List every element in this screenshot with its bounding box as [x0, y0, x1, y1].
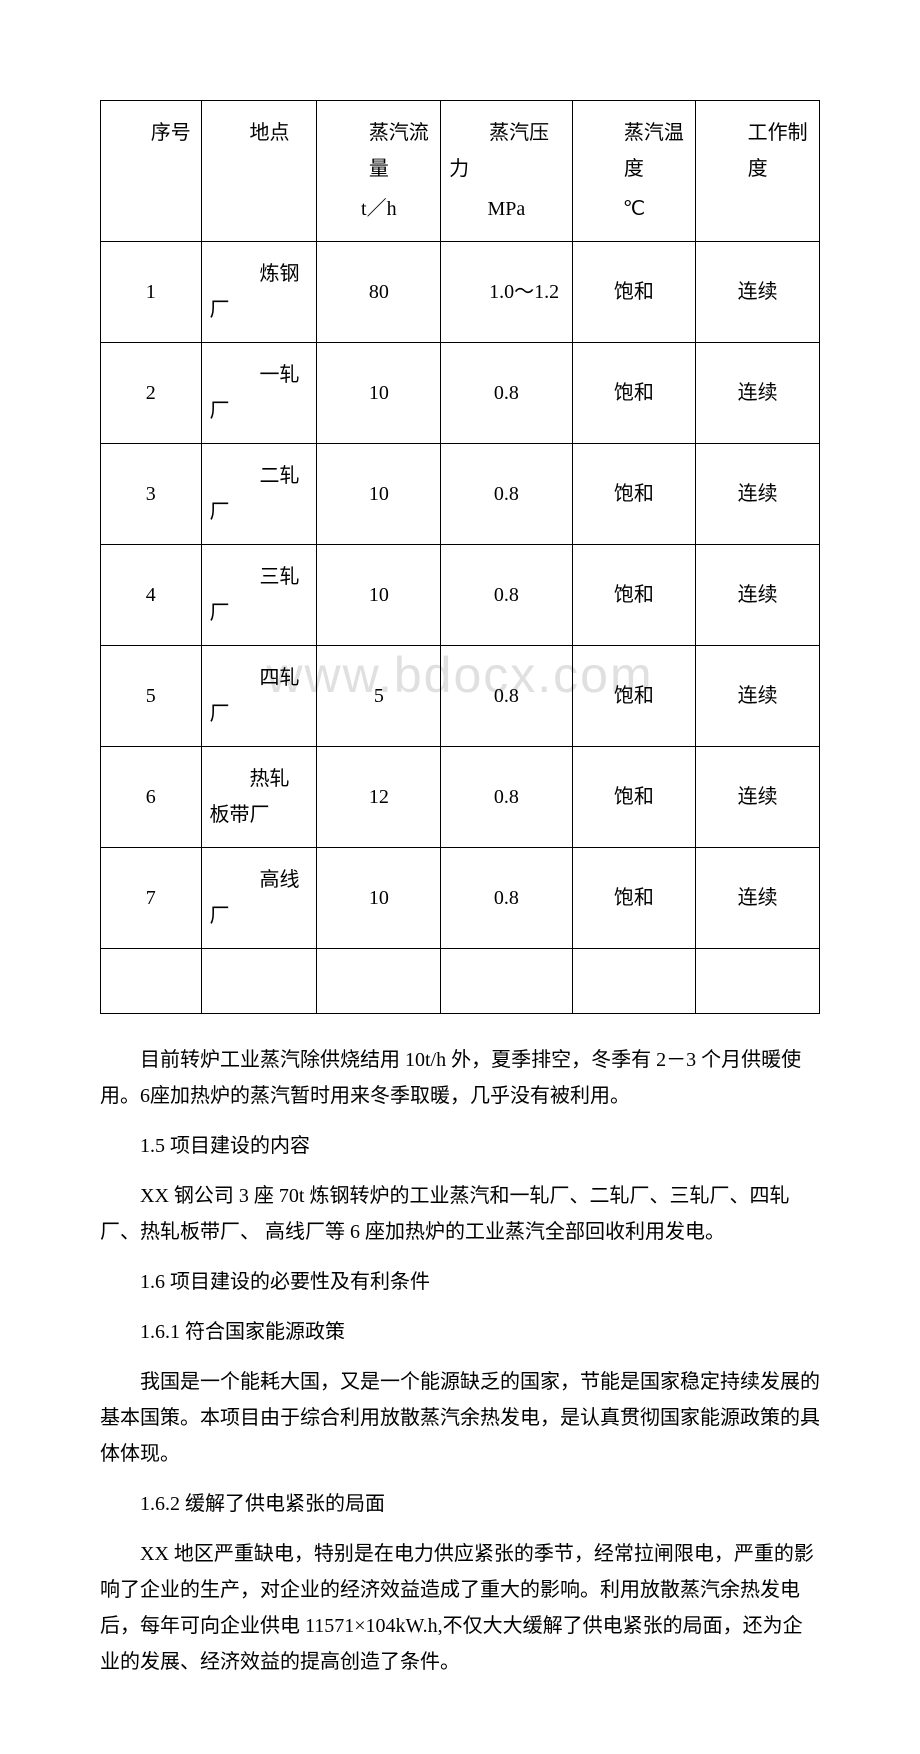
cell-mode: 连续 — [696, 343, 820, 444]
cell-mode: 连续 — [696, 848, 820, 949]
cell-location: 二轧厂 — [201, 444, 317, 545]
header-flow-unit: t／h — [325, 191, 432, 227]
header-flow: 蒸汽流量 t／h — [317, 101, 441, 242]
table-row: 6 热轧板带厂 12 0.8 饱和 连续 — [101, 747, 820, 848]
cell-pressure: 0.8 — [441, 343, 572, 444]
cell-pressure: 0.8 — [441, 545, 572, 646]
header-flow-label: 蒸汽流量 — [325, 115, 432, 187]
cell-pressure: 0.8 — [441, 444, 572, 545]
table-header-row: 序号 地点 蒸汽流量 t／h 蒸汽压力 MPa 蒸汽温度 ℃ 工作制度 — [101, 101, 820, 242]
cell-num: 3 — [101, 444, 202, 545]
section-1-6-2-body: XX 地区严重缺电，特别是在电力供应紧张的季节，经常拉闸限电，严重的影响了企业的… — [100, 1536, 820, 1680]
paragraph-intro: 目前转炉工业蒸汽除供烧结用 10t/h 外，夏季排空，冬季有 2－3 个月供暖使… — [100, 1042, 820, 1114]
section-1-6-title: 1.6 项目建设的必要性及有利条件 — [100, 1264, 820, 1300]
cell-flow: 5 — [317, 646, 441, 747]
table-row: 7 高线厂 10 0.8 饱和 连续 — [101, 848, 820, 949]
cell-mode: 连续 — [696, 646, 820, 747]
header-location-label: 地点 — [210, 115, 309, 151]
cell-temp: 饱和 — [572, 545, 696, 646]
cell-temp: 饱和 — [572, 242, 696, 343]
table-row: 2 一轧厂 10 0.8 饱和 连续 — [101, 343, 820, 444]
section-1-6-1-body: 我国是一个能耗大国，又是一个能源缺乏的国家，节能是国家稳定持续发展的基本国策。本… — [100, 1364, 820, 1472]
cell-pressure: 0.8 — [441, 747, 572, 848]
cell-pressure: 0.8 — [441, 848, 572, 949]
cell-num: 4 — [101, 545, 202, 646]
cell-location: 热轧板带厂 — [201, 747, 317, 848]
header-mode-label: 工作制度 — [704, 115, 811, 187]
cell-flow: 10 — [317, 848, 441, 949]
cell-flow: 10 — [317, 444, 441, 545]
cell-temp: 饱和 — [572, 646, 696, 747]
cell-mode: 连续 — [696, 242, 820, 343]
cell-num: 6 — [101, 747, 202, 848]
header-temp: 蒸汽温度 ℃ — [572, 101, 696, 242]
section-1-5-title: 1.5 项目建设的内容 — [100, 1128, 820, 1164]
cell-num: 2 — [101, 343, 202, 444]
header-serial: 序号 — [101, 101, 202, 242]
cell-temp: 饱和 — [572, 848, 696, 949]
cell-mode: 连续 — [696, 444, 820, 545]
header-serial-label: 序号 — [109, 115, 193, 151]
cell-location: 四轧厂 — [201, 646, 317, 747]
cell-location: 炼钢厂 — [201, 242, 317, 343]
cell-location: 三轧厂 — [201, 545, 317, 646]
cell-mode: 连续 — [696, 747, 820, 848]
cell-num: 5 — [101, 646, 202, 747]
section-1-6-1-title: 1.6.1 符合国家能源政策 — [100, 1314, 820, 1350]
cell-flow: 12 — [317, 747, 441, 848]
header-pressure: 蒸汽压力 MPa — [441, 101, 572, 242]
cell-temp: 饱和 — [572, 747, 696, 848]
cell-location: 一轧厂 — [201, 343, 317, 444]
header-temp-label: 蒸汽温度 — [581, 115, 688, 187]
steam-data-table: 序号 地点 蒸汽流量 t／h 蒸汽压力 MPa 蒸汽温度 ℃ 工作制度 1 炼钢… — [100, 100, 820, 1014]
cell-pressure: 0.8 — [441, 646, 572, 747]
table-row: 1 炼钢厂 80 1.0～1.2 饱和 连续 — [101, 242, 820, 343]
header-mode: 工作制度 — [696, 101, 820, 242]
table-row: 3 二轧厂 10 0.8 饱和 连续 — [101, 444, 820, 545]
cell-flow: 10 — [317, 343, 441, 444]
header-temp-unit: ℃ — [581, 191, 688, 227]
header-pressure-unit: MPa — [449, 191, 563, 227]
cell-flow: 10 — [317, 545, 441, 646]
cell-num: 7 — [101, 848, 202, 949]
table-empty-row — [101, 949, 820, 1014]
cell-location: 高线厂 — [201, 848, 317, 949]
header-location: 地点 — [201, 101, 317, 242]
cell-mode: 连续 — [696, 545, 820, 646]
table-row: 5 四轧厂 5 0.8 饱和 连续 — [101, 646, 820, 747]
header-pressure-label: 蒸汽压力 — [449, 115, 563, 187]
section-1-6-2-title: 1.6.2 缓解了供电紧张的局面 — [100, 1486, 820, 1522]
cell-temp: 饱和 — [572, 444, 696, 545]
cell-num: 1 — [101, 242, 202, 343]
cell-flow: 80 — [317, 242, 441, 343]
cell-temp: 饱和 — [572, 343, 696, 444]
section-1-5-body: XX 钢公司 3 座 70t 炼钢转炉的工业蒸汽和一轧厂、二轧厂、三轧厂、四轧厂… — [100, 1178, 820, 1250]
table-row: 4 三轧厂 10 0.8 饱和 连续 — [101, 545, 820, 646]
cell-pressure: 1.0～1.2 — [441, 242, 572, 343]
